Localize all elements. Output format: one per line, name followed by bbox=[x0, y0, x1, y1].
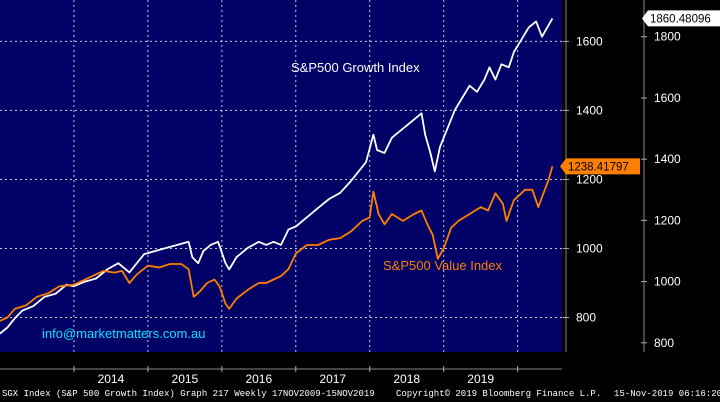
value-index-line bbox=[0, 166, 554, 322]
x-axis: 2014 2015 2016 2017 2018 2019 bbox=[0, 352, 720, 386]
line-chart: 2014 2015 2016 2017 2018 2019 800 1000 1200 1400… bbox=[0, 0, 720, 386]
right-axis: 800 1000 1200 1400 1600 1800 bbox=[641, 0, 681, 352]
plot-area bbox=[0, 0, 562, 352]
watermark-text: info@marketmatters.com.au bbox=[42, 326, 205, 341]
value-last-value-tag bbox=[560, 158, 640, 175]
growth-last-value: 1860.48096 bbox=[650, 13, 711, 25]
left-axis-tick-label: 1200 bbox=[576, 172, 603, 186]
series-labels: 1860.48096 1238.41797 S&P500 Growth Index S… bbox=[42, 10, 720, 341]
left-axis: 800 1000 1200 1400 1600 bbox=[563, 0, 603, 352]
left-axis-tick-label: 1400 bbox=[576, 103, 603, 117]
value-series-label: S&P500 Value Index bbox=[383, 258, 503, 273]
left-axis-tick-label: 1600 bbox=[576, 34, 603, 48]
grid-lines bbox=[0, 0, 562, 352]
x-tick-label: 2014 bbox=[98, 372, 125, 386]
right-axis-tick-label: 1800 bbox=[654, 30, 681, 44]
footer-copyright: Copyright© 2019 Bloomberg Finance L.P. bbox=[396, 389, 602, 399]
x-tick-label: 2018 bbox=[393, 372, 420, 386]
right-axis-tick-label: 800 bbox=[654, 336, 674, 350]
footer-left: SGX Index (S&P 500 Growth Index) Graph 2… bbox=[2, 389, 375, 399]
series-lines bbox=[0, 17, 554, 335]
growth-series-label: S&P500 Growth Index bbox=[291, 60, 420, 75]
x-tick-label: 2017 bbox=[319, 372, 346, 386]
value-last-value: 1238.41797 bbox=[568, 161, 629, 173]
right-axis-tick-label: 1000 bbox=[654, 275, 681, 289]
growth-index-line bbox=[0, 17, 554, 335]
x-tick-label: 2019 bbox=[467, 372, 494, 386]
right-axis-tick-label: 1600 bbox=[654, 91, 681, 105]
x-tick-label: 2016 bbox=[245, 372, 272, 386]
footer-timestamp: 15-Nov-2019 06:16:20 bbox=[614, 389, 720, 399]
x-tick-label: 2015 bbox=[172, 372, 199, 386]
growth-last-value-tag bbox=[642, 10, 720, 27]
right-axis-tick-label: 1200 bbox=[654, 213, 681, 227]
left-axis-tick-label: 800 bbox=[576, 310, 596, 324]
footer-bar: SGX Index (S&P 500 Growth Index) Graph 2… bbox=[0, 386, 720, 402]
left-axis-tick-label: 1000 bbox=[576, 241, 603, 255]
right-axis-tick-label: 1400 bbox=[654, 152, 681, 166]
